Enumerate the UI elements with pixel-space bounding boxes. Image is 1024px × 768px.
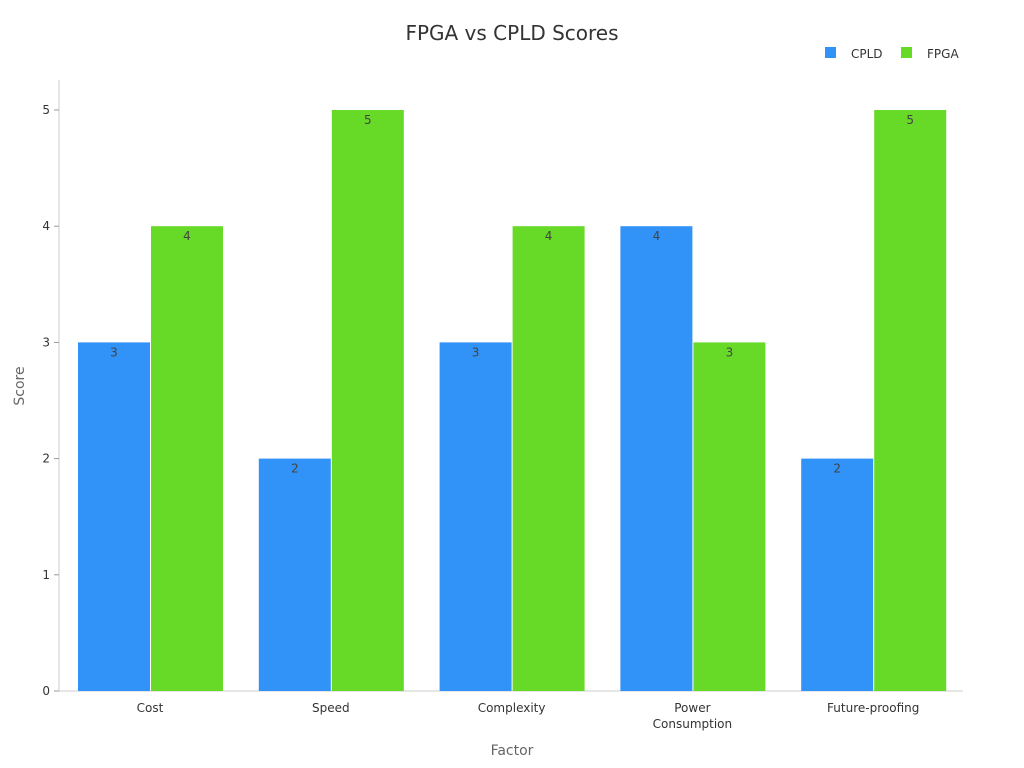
x-tick-label: Speed: [312, 701, 350, 715]
y-tick-label: 5: [42, 103, 50, 117]
data-label: 5: [364, 113, 372, 127]
data-label: 3: [472, 345, 480, 359]
data-label: 3: [110, 345, 118, 359]
legend-label: CPLD: [851, 47, 883, 61]
y-tick-label: 2: [42, 452, 50, 466]
data-label: 2: [291, 462, 299, 476]
x-tick-label: Consumption: [653, 717, 732, 731]
legend: CPLD FPGA: [825, 47, 959, 61]
data-label: 2: [833, 462, 841, 476]
data-label: 3: [726, 345, 734, 359]
y-axis-label: Score: [12, 366, 28, 405]
bar-fpga: [331, 110, 404, 691]
data-label: 4: [183, 229, 191, 243]
x-tick-label: Future-proofing: [827, 701, 919, 715]
legend-swatch: [901, 47, 912, 58]
data-label: 4: [653, 229, 661, 243]
data-label: 4: [545, 229, 553, 243]
y-tick-label: 0: [42, 684, 50, 698]
x-tick-label: Cost: [137, 701, 164, 715]
bar-cpld: [78, 342, 150, 691]
x-tick-label: Complexity: [478, 701, 546, 715]
legend-label: FPGA: [927, 47, 959, 61]
bar-cpld: [801, 458, 874, 691]
x-axis-label: Factor: [491, 743, 534, 759]
data-label: 5: [906, 113, 914, 127]
y-tick-label: 3: [42, 335, 50, 349]
bar-fpga: [151, 226, 223, 691]
x-tick-label: Power: [674, 701, 710, 715]
bar-cpld: [620, 226, 693, 691]
bar-fpga: [874, 110, 947, 691]
legend-swatch: [825, 47, 836, 58]
bar-cpld: [439, 342, 512, 691]
bar-fpga: [512, 226, 585, 691]
bar-cpld: [258, 458, 331, 691]
chart-title: FPGA vs CPLD Scores: [405, 21, 618, 45]
bar-fpga: [693, 342, 766, 691]
y-tick-label: 4: [42, 219, 50, 233]
y-tick-label: 1: [42, 568, 50, 582]
